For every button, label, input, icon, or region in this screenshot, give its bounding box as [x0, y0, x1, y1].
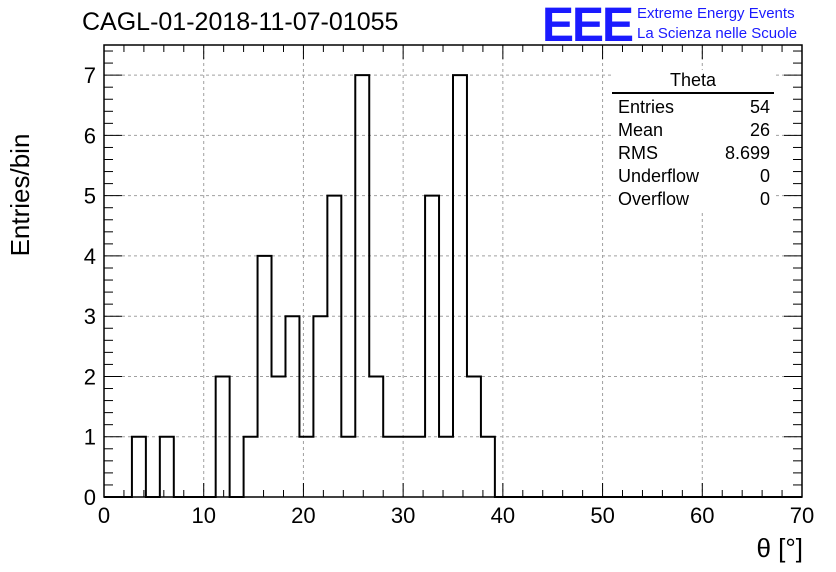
- stats-box: Theta Entries 54 Mean 26 RMS 8.699 Underflo…: [612, 70, 774, 211]
- histogram-bin: [160, 437, 174, 497]
- x-tick-label: 50: [590, 503, 614, 528]
- histogram-bin: [467, 376, 481, 497]
- y-tick-label: 6: [84, 123, 96, 148]
- histogram-bin: [285, 316, 299, 497]
- histogram-bin: [258, 256, 272, 497]
- eee-logo: EEE: [542, 0, 634, 52]
- y-tick-label: 3: [84, 304, 96, 329]
- x-tick-label: 30: [391, 503, 415, 528]
- x-tick-label: 40: [491, 503, 515, 528]
- stats-value: 0: [759, 166, 770, 186]
- histogram-bin: [216, 376, 230, 497]
- stats-row: Overflow 0: [612, 188, 774, 211]
- plot-frame: [103, 44, 803, 498]
- x-tick-label: 0: [98, 503, 110, 528]
- stats-row: RMS 8.699: [612, 142, 774, 165]
- histogram-bin: [397, 437, 411, 497]
- histogram-bin: [383, 437, 397, 497]
- histogram-bin: [369, 376, 383, 497]
- histogram-bin: [481, 437, 495, 497]
- stats-title: Theta: [612, 70, 774, 94]
- stats-value: 0: [759, 189, 770, 209]
- histogram-bin: [411, 437, 425, 497]
- y-tick-label: 4: [84, 244, 96, 269]
- x-tick-label: 10: [191, 503, 215, 528]
- histogram-bin: [313, 316, 327, 497]
- histogram-bin: [272, 376, 286, 497]
- histogram-bin: [425, 196, 439, 497]
- histogram-bin: [299, 437, 313, 497]
- y-tick-label: 0: [84, 485, 96, 510]
- x-tick-label: 60: [690, 503, 714, 528]
- y-tick-label: 5: [84, 184, 96, 209]
- histogram-series: [104, 74, 802, 498]
- stats-label: RMS: [618, 143, 658, 163]
- histogram-bin: [439, 437, 453, 497]
- stats-label: Mean: [618, 120, 664, 140]
- histogram-bin: [453, 75, 467, 497]
- histogram-bin: [244, 437, 258, 497]
- stats-label: Overflow: [618, 189, 690, 209]
- histogram-bin: [341, 437, 355, 497]
- x-axis-label: θ [°]: [756, 533, 803, 563]
- y-tick-label: 2: [84, 364, 96, 389]
- stats-row: Underflow 0: [612, 165, 774, 188]
- stats-value: 26: [749, 120, 770, 140]
- logo-caption: Extreme Energy Events La Scienza nelle S…: [637, 4, 797, 44]
- histogram-bin: [132, 437, 146, 497]
- logo-caption-line2: La Scienza nelle Scuole: [637, 25, 798, 42]
- stats-label: Entries: [618, 97, 675, 117]
- logo-caption-line1: Extreme Energy Events: [637, 5, 795, 22]
- chart-title: CAGL-01-2018-11-07-01055: [82, 8, 399, 36]
- y-tick-label: 7: [84, 63, 96, 88]
- stats-value: 54: [749, 97, 770, 117]
- y-tick-label: 1: [84, 425, 96, 450]
- stats-label: Underflow: [618, 166, 700, 186]
- stats-row: Mean 26: [612, 119, 774, 142]
- y-axis-label: Entries/bin: [5, 133, 35, 257]
- stats-value: 8.699: [724, 143, 770, 163]
- x-tick-label: 20: [291, 503, 315, 528]
- x-tick-label: 70: [790, 503, 814, 528]
- stats-row: Entries 54: [612, 96, 774, 119]
- histogram-bin: [327, 196, 341, 497]
- histogram-bin: [355, 75, 369, 497]
